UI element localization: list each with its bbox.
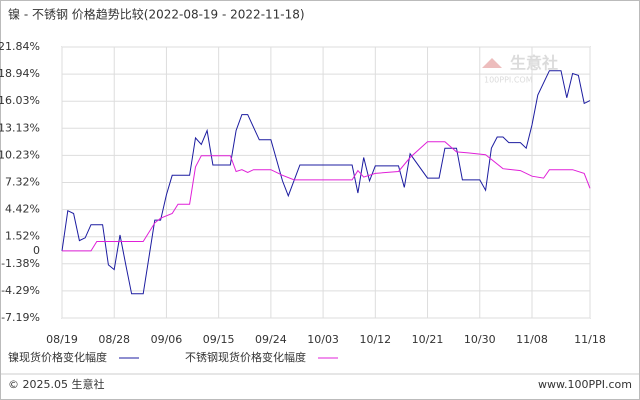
x-tick-label: 08/28 [98,333,130,346]
x-tick-label: 10/12 [359,333,391,346]
x-tick-label: 09/24 [255,333,287,346]
x-tick-label: 10/30 [464,333,496,346]
footer-right: www.100PPI.com [538,378,632,391]
x-tick-label: 09/15 [203,333,235,346]
y-tick-label: 13.13% [0,121,40,134]
y-tick-label: 10.23% [0,148,40,161]
legend-label: 不锈钢现货价格变化幅度 [185,350,306,364]
x-tick-label: 11/08 [516,333,548,346]
x-tick-label: 08/19 [46,333,78,346]
watermark: 生意社 100PPI.COM [482,54,558,85]
chart-title: 镍 - 不锈钢 价格趋势比较(2022-08-19 - 2022-11-18) [8,7,305,22]
line-series [62,141,591,252]
x-tick-label: 10/21 [412,333,444,346]
x-tick-label: 10/03 [307,333,339,346]
y-tick-label: 4.42% [5,203,40,216]
y-tick-label: 7.32% [5,176,40,189]
y-tick-label: 1.52% [5,230,40,243]
watermark-site: 100PPI.COM [484,76,533,85]
x-tick-label: 11/18 [574,333,606,346]
x-tick-label: 09/06 [151,333,183,346]
footer-left: © 2025.05 生意社 [8,377,104,391]
line-series [61,70,591,295]
y-tick-label: 18.94% [0,67,40,80]
y-tick-label: -1.38% [1,257,40,270]
watermark-name: 生意社 [510,54,558,73]
y-tick-label: 16.03% [0,94,40,107]
y-tick-label: -7.19% [1,311,40,324]
watermark-icon [482,58,502,68]
y-tick-label: -4.29% [1,284,40,297]
y-tick-label: 0 [33,244,40,257]
y-tick-label: 21.84% [0,40,40,53]
legend-label: 镍现货价格变化幅度 [8,350,107,364]
